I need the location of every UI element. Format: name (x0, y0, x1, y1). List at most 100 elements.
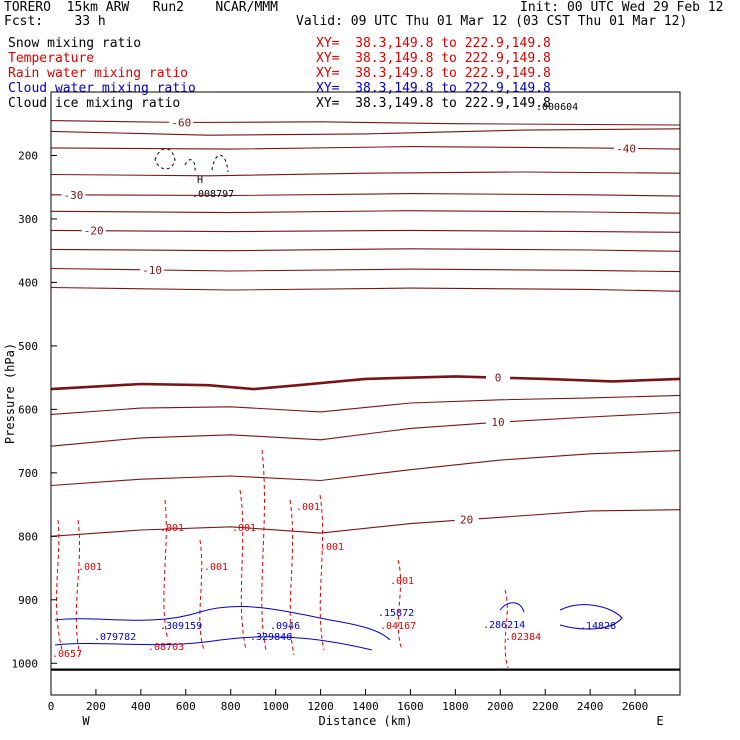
header-init: Init: 00 UTC Wed 29 Feb 12 (520, 0, 724, 15)
x-tick-label-13: 2600 (622, 700, 649, 713)
cloud-water-contour-c (559, 604, 623, 630)
x-tick-label-10: 2000 (487, 700, 514, 713)
temperature-contour-5 (50, 210, 681, 214)
temperature-contour-2 (50, 146, 681, 150)
rain-contour-label-4: .001 (296, 502, 320, 513)
rain-contour-label-1: .001 (78, 562, 102, 573)
x-tick-label-11: 2200 (532, 700, 559, 713)
header-model: TORERO 15km ARW Run2 NCAR/MMM (4, 0, 278, 15)
rain-contour-label-2: .001 (204, 562, 228, 573)
temperature-contours: -60 -40 -30 -20 -10 0 10 20 (50, 116, 681, 537)
field-xy-temperature: XY= 38.3,149.8 to 222.9,149.8 (316, 51, 551, 66)
rain-max-label-1: .04167 (380, 621, 416, 632)
ice-max-label-0: .008797 (192, 189, 234, 200)
rain-contour-g (289, 499, 295, 656)
cloud-water-max-label-0: .079782 (94, 632, 136, 643)
field-label-temperature: Temperature (8, 51, 95, 66)
y-tick-label-2: 400 (18, 276, 38, 289)
y-tick-label-3: 500 (18, 340, 38, 353)
contour-label-bg-2 (614, 142, 639, 155)
moisture-labels: .001 .001 .001 .001 .001 .001 .001 .08703 .04167… (52, 102, 616, 660)
temperature-contour-13 (50, 450, 681, 487)
rain-contour-label-0: .001 (160, 523, 184, 534)
temperature-contour-8 (50, 267, 681, 273)
x-tick-label-5: 1000 (262, 700, 289, 713)
field-xy-cloud-ice: XY= 38.3,149.8 to 222.9,149.8 (316, 96, 551, 111)
cloud-water-max-label-2: .329846 (250, 632, 292, 643)
axes: 0 200 400 600 800 1000 1200 1400 1600 1800 2000 220… (3, 91, 681, 728)
max-marker-0: H (197, 175, 203, 186)
temperature-contour-10 (50, 375, 681, 391)
ice-contour-c (211, 154, 229, 173)
contour-label-bg-6 (81, 224, 106, 237)
y-axis-label: Pressure (hPa) (3, 343, 17, 444)
contour-label-10: 0 (495, 372, 502, 385)
cloud-water-contour-a (54, 606, 391, 641)
y-tick-label-5: 700 (18, 467, 38, 480)
rain-max-label-3: .0657 (52, 649, 82, 660)
x-tick-label-8: 1600 (397, 700, 424, 713)
x-axis-label: Distance (km) (319, 714, 413, 728)
x-tick-label-0: 0 (48, 700, 55, 713)
rain-max-label-0: .08703 (148, 642, 184, 653)
cloud-water-contour-b (54, 636, 373, 651)
cloud-water-max-label-6: .0946 (270, 621, 300, 632)
cloud-water-max-label-3: .15872 (378, 608, 414, 619)
contour-label-6: -20 (84, 225, 104, 238)
temperature-contour-3 (50, 171, 681, 177)
temperature-contour-7 (50, 248, 681, 252)
rain-contour-c (163, 499, 169, 641)
field-xy-snow: XY= 38.3,149.8 to 222.9,149.8 (316, 36, 551, 51)
x-left-end-label: W (82, 714, 90, 728)
rain-contour-d (199, 539, 205, 651)
field-label-snow: Snow mixing ratio (8, 36, 142, 51)
x-tick-label-9: 1800 (442, 700, 469, 713)
x-tick-label-2: 400 (131, 700, 151, 713)
field-label-cloud-ice: Cloud ice mixing ratio (8, 96, 181, 111)
x-right-end-label: E (656, 714, 663, 728)
contour-label-14: 20 (460, 514, 473, 527)
temperature-contour-4 (50, 193, 681, 197)
contour-label-0: -60 (171, 116, 191, 129)
contour-label-8: -10 (142, 264, 162, 277)
y-tick-label-0: 200 (18, 149, 38, 162)
contour-label-12: 10 (491, 416, 504, 429)
x-tick-label-6: 1200 (307, 700, 334, 713)
ice-contour-b (184, 159, 196, 173)
field-label-rain: Rain water mixing ratio (8, 66, 189, 81)
temperature-contour-9 (50, 286, 681, 292)
rain-contour-e (239, 489, 247, 651)
contour-label-bg-8 (140, 263, 165, 276)
rain-contour-a (56, 519, 63, 651)
rain-contour-b (75, 519, 81, 656)
rain-contour-f (261, 449, 267, 651)
header-fcst: Fcst: 33 h (4, 14, 106, 29)
y-tick-label-7: 900 (18, 594, 38, 607)
cloud-water-max-label-1: .309159 (160, 621, 202, 632)
contour-label-bg-0 (169, 116, 194, 129)
temperature-contour-1 (50, 128, 681, 136)
contour-label-bg-4 (61, 188, 86, 201)
x-tick-label-4: 800 (221, 700, 241, 713)
contour-label-4: -30 (64, 189, 84, 202)
x-tick-label-7: 1400 (352, 700, 379, 713)
temperature-contour-14 (50, 509, 681, 537)
rain-contour-h (319, 494, 325, 651)
y-tick-label-4: 600 (18, 403, 38, 416)
contour-label-bg-14 (454, 513, 479, 526)
rain-contour-i (397, 559, 403, 651)
cloud-water-contour-d (499, 602, 525, 613)
rain-contour-label-5: .001 (320, 542, 344, 553)
field-xy-rain: XY= 38.3,149.8 to 222.9,149.8 (316, 66, 551, 81)
ice-max-label-1: .000604 (536, 102, 578, 113)
x-tick-label-3: 600 (176, 700, 196, 713)
rain-contour-j (504, 589, 509, 669)
y-tick-label-1: 300 (18, 213, 38, 226)
moisture-fields (54, 148, 623, 669)
contour-label-2: -40 (616, 142, 636, 155)
rain-max-label-2: .02384 (505, 632, 541, 643)
x-tick-label-1: 200 (86, 700, 106, 713)
rain-contour-label-6: .001 (390, 576, 414, 587)
contour-label-bg-12 (486, 416, 511, 429)
